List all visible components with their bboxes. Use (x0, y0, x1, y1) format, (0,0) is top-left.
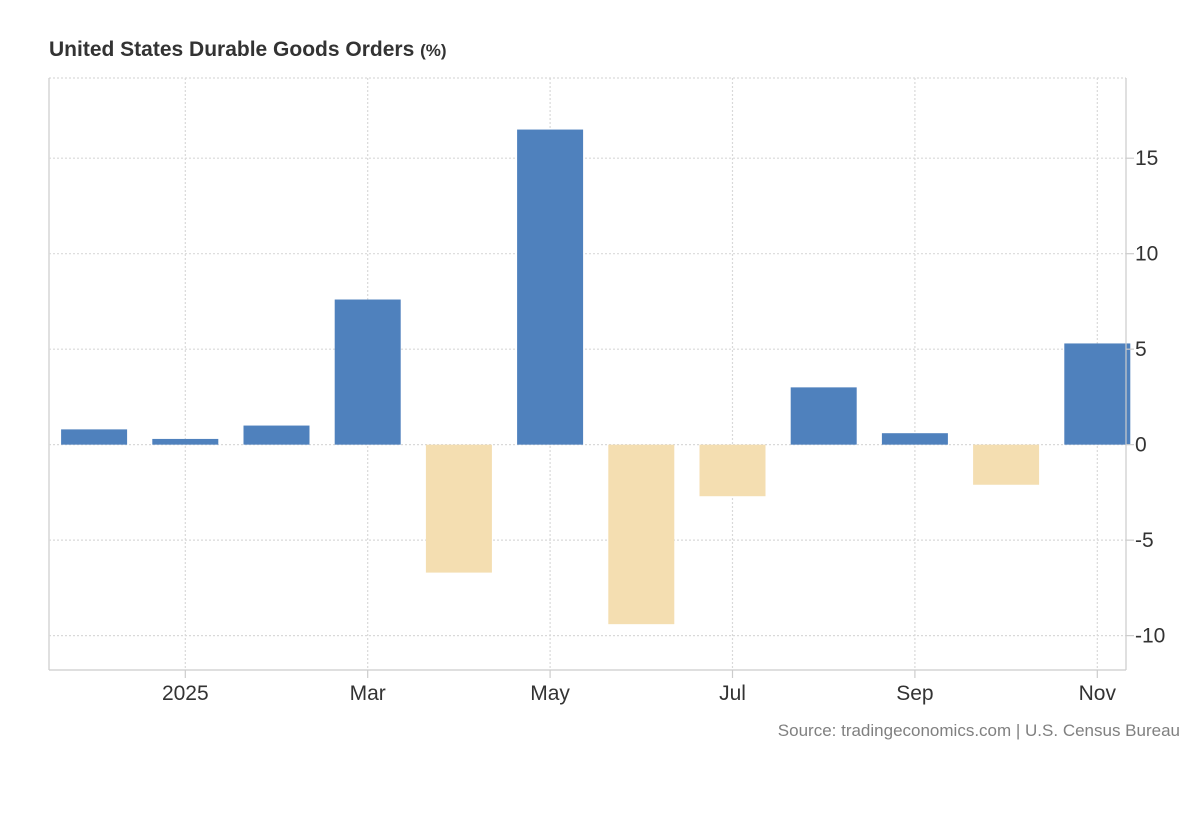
chart-title: United States Durable Goods Orders (%) (49, 38, 447, 62)
bar-jun-2025[interactable] (608, 444, 675, 625)
labels-layer: 15 10 5 0 -5 -10 2025 Mar May Jul Sep Nov (162, 147, 1165, 705)
bar-mar-2025[interactable] (334, 299, 401, 445)
grid-layer (48, 77, 1126, 670)
bar-apr-2025[interactable] (425, 444, 492, 573)
bar-oct-2025[interactable] (973, 444, 1040, 485)
x-tick-label: Jul (719, 682, 746, 705)
y-tick-label: -5 (1135, 529, 1154, 552)
chart-title-unit: (%) (420, 41, 447, 60)
y-tick-label: 10 (1135, 243, 1158, 266)
bar-jan-2025[interactable] (152, 438, 219, 445)
bar-aug-2025[interactable] (790, 387, 857, 445)
chart-title-text: United States Durable Goods Orders (49, 38, 415, 61)
bar-sep-2025[interactable] (881, 433, 948, 445)
x-tick-label: Mar (350, 682, 386, 705)
axis-layer (49, 78, 1134, 678)
bar-feb-2025[interactable] (243, 425, 310, 445)
source-note: Source: tradingeconomics.com | U.S. Cens… (777, 721, 1180, 740)
y-tick-label: -10 (1135, 625, 1165, 648)
x-tick-label: Nov (1079, 682, 1117, 705)
bar-dec-2024[interactable] (61, 429, 128, 445)
y-tick-label: 15 (1135, 147, 1158, 170)
y-tick-label: 0 (1135, 434, 1147, 457)
bar-nov-2025[interactable] (1064, 343, 1131, 445)
bar-jul-2025[interactable] (699, 444, 766, 497)
x-tick-label: 2025 (162, 682, 209, 705)
x-tick-label: Sep (896, 682, 933, 705)
bars-layer (61, 129, 1131, 625)
x-tick-label: May (530, 682, 570, 705)
y-tick-label: 5 (1135, 338, 1147, 361)
bar-may-2025[interactable] (517, 129, 584, 445)
